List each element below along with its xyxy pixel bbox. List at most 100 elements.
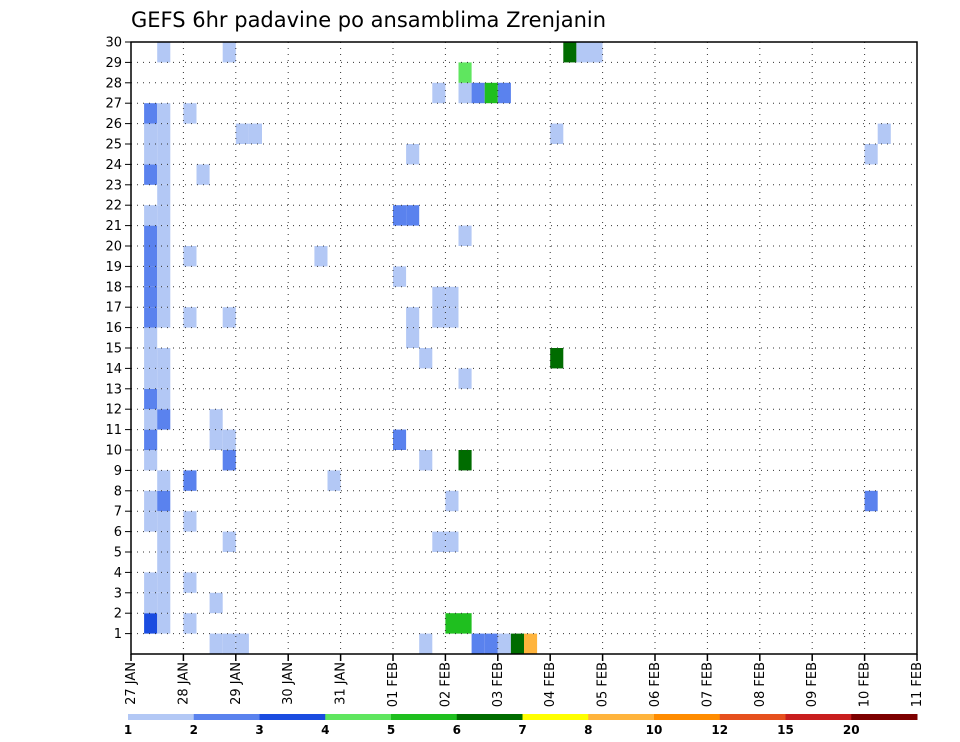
colorbar-segment [259, 714, 326, 720]
y-tick-label: 26 [105, 117, 122, 132]
cell-member-26-step-4 [183, 103, 197, 124]
cell-member-27-step-28 [497, 82, 511, 104]
cell-member-14-step-32 [550, 348, 564, 369]
colorbar-segment [851, 714, 918, 720]
cell-member-20-step-2 [157, 225, 171, 246]
cell-member-6-step-1 [144, 511, 158, 532]
cell-member-0-step-6 [209, 633, 223, 654]
x-tick-label: 05 FEB [596, 662, 611, 707]
x-tick-label: 27 JAN [124, 662, 139, 705]
cell-member-0-step-28 [497, 633, 511, 654]
cell-member-23-step-2 [157, 164, 171, 185]
cell-member-16-step-23 [432, 307, 446, 328]
cell-member-27-step-26 [471, 82, 485, 104]
cell-member-18-step-2 [157, 266, 171, 287]
colorbar-label: 12 [711, 723, 728, 737]
cell-member-11-step-6 [209, 409, 223, 430]
y-tick-label: 29 [105, 56, 122, 71]
y-axis: 1234567891011121314151617181920212223242… [105, 36, 131, 642]
cell-member-14-step-2 [157, 348, 171, 369]
y-tick-label: 15 [105, 342, 122, 357]
cell-member-2-step-1 [144, 592, 158, 614]
cell-member-10-step-1 [144, 429, 158, 450]
y-tick-label: 17 [105, 301, 122, 316]
cell-member-27-step-27 [484, 82, 498, 104]
cell-member-25-step-32 [550, 123, 564, 144]
cell-member-27-step-25 [458, 82, 472, 104]
cell-member-0-step-29 [510, 633, 524, 654]
y-tick-label: 5 [114, 546, 122, 561]
x-tick-label: 02 FEB [438, 662, 453, 707]
cell-member-17-step-1 [144, 286, 158, 308]
grid-lines [131, 42, 917, 654]
cell-member-25-step-9 [248, 123, 262, 144]
cell-member-0-step-7 [222, 633, 236, 654]
colorbar-segment [391, 714, 458, 720]
cell-member-5-step-23 [432, 531, 446, 552]
cell-member-16-step-7 [222, 307, 236, 328]
x-axis: 27 JAN 28 JAN 29 JAN 30 JAN 31 JAN 01 FEB 02 F… [124, 654, 925, 707]
cell-member-3-step-2 [157, 572, 171, 593]
cell-member-29-step-33 [563, 42, 577, 63]
x-tick-label: 03 FEB [491, 662, 506, 707]
x-tick-label: 29 JAN [229, 662, 244, 705]
y-tick-label: 6 [114, 525, 122, 540]
colorbar-label: 2 [190, 723, 198, 737]
cell-member-15-step-1 [144, 327, 158, 348]
cell-member-15-step-21 [406, 327, 420, 348]
colorbar-segment [588, 714, 655, 720]
cell-member-17-step-24 [445, 286, 459, 308]
cell-member-9-step-22 [419, 450, 433, 471]
x-tick-label: 01 FEB [386, 662, 401, 707]
cell-member-4-step-2 [157, 552, 171, 573]
cell-member-16-step-1 [144, 307, 158, 328]
cell-member-16-step-2 [157, 307, 171, 328]
cell-member-5-step-2 [157, 531, 171, 552]
cell-member-19-step-1 [144, 246, 158, 267]
cell-member-7-step-1 [144, 490, 158, 512]
colorbar-label: 3 [255, 723, 263, 737]
y-tick-label: 25 [105, 138, 122, 153]
cell-member-24-step-56 [864, 144, 878, 165]
cell-member-8-step-15 [327, 470, 341, 491]
cell-member-3-step-1 [144, 572, 158, 593]
cell-member-29-step-35 [589, 42, 603, 63]
colorbar-label: 8 [584, 723, 592, 737]
cell-member-0-step-26 [471, 633, 485, 654]
y-tick-label: 11 [105, 423, 122, 438]
cell-member-0-step-30 [524, 633, 538, 654]
heatmap-cells [144, 42, 891, 654]
cell-member-13-step-2 [157, 368, 171, 389]
colorbar-segment [654, 714, 721, 720]
chart-title: GEFS 6hr padavine po ansamblima Zrenjani… [131, 8, 606, 32]
cell-member-26-step-2 [157, 103, 171, 124]
cell-member-12-step-2 [157, 388, 171, 410]
cell-member-28-step-25 [458, 62, 472, 83]
y-tick-label: 3 [114, 586, 122, 601]
x-tick-label: 10 FEB [858, 662, 873, 707]
x-tick-label: 09 FEB [805, 662, 820, 707]
colorbar-segment [325, 714, 392, 720]
cell-member-17-step-2 [157, 286, 171, 308]
colorbar: 1 2 3 4 5 6 7 8 10 12 15 20 [124, 714, 918, 737]
cell-member-16-step-24 [445, 307, 459, 328]
y-tick-label: 4 [114, 566, 122, 581]
cell-member-19-step-4 [183, 246, 197, 267]
cell-member-23-step-5 [196, 164, 210, 185]
colorbar-segment [128, 714, 195, 720]
colorbar-label: 7 [518, 723, 526, 737]
x-tick-label: 07 FEB [700, 662, 715, 707]
y-tick-label: 13 [105, 382, 122, 397]
cell-member-1-step-1 [144, 613, 158, 634]
cell-member-0-step-22 [419, 633, 433, 654]
cell-member-16-step-21 [406, 307, 420, 328]
cell-member-2-step-6 [209, 592, 223, 614]
cell-member-7-step-2 [157, 490, 171, 512]
cell-member-16-step-4 [183, 307, 197, 328]
cell-member-21-step-21 [406, 205, 420, 226]
cell-member-23-step-1 [144, 164, 158, 185]
cell-member-14-step-22 [419, 348, 433, 369]
y-tick-label: 27 [105, 97, 122, 112]
cell-member-2-step-2 [157, 592, 171, 614]
y-tick-label: 23 [105, 178, 122, 193]
